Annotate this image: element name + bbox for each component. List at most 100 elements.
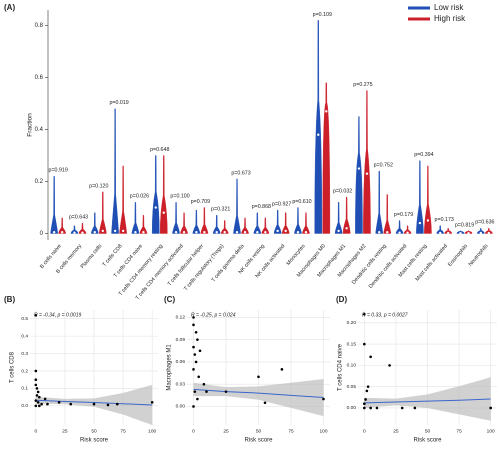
point [40,402,43,406]
point [322,397,325,401]
violin [322,82,331,234]
violin [477,228,485,234]
x-tick-label: 75 [288,428,294,434]
violin [253,212,262,234]
y-tick-label: 0.2 [21,368,28,374]
violin [403,225,412,234]
x-tick-label: 25 [223,428,229,434]
y-tick-label: 0 [40,231,44,237]
median-dot [134,231,137,234]
median-dot [459,232,462,235]
p-value-label: p=0.173 [435,217,454,223]
violin [302,212,310,234]
median-dot [264,231,267,234]
violin [111,108,119,234]
y-tick-label: 0.05 [347,384,357,390]
x-tick-label: 50 [256,428,262,434]
violin [172,202,180,234]
point [280,368,284,371]
median-dot [174,231,178,234]
p-value-label: p=0.321 [211,207,230,213]
confidence-band [364,377,491,421]
median-dot [154,206,157,209]
median-dot [378,231,381,234]
y-axis-label: T cells CD4 naive [338,343,344,391]
point [192,405,195,408]
median-dot [406,231,409,234]
y-axis-label: T cells CD8 [10,351,16,383]
fit-line [193,388,324,399]
p-value-label: p=0.026 [130,194,149,200]
p-value-label: p=0.673 [231,170,250,176]
median-dot [357,167,361,170]
point [400,406,404,410]
median-dot [284,229,287,233]
p-value-label: p=0.709 [191,199,210,205]
x-tick-label: 25 [393,428,399,434]
p-value-label: p=0.752 [374,163,393,169]
point [365,389,369,393]
point [194,330,198,334]
y-tick-label: 0.20 [347,320,357,326]
fit-line [35,399,153,406]
x-axis-label: Risk score [413,438,442,444]
p-value-label: p=0.636 [475,220,494,226]
median-dot [215,231,218,234]
point [106,403,110,407]
violin [78,222,87,234]
point [35,394,39,397]
point [369,355,372,359]
violin [212,215,221,234]
x-tick-label: 75 [456,428,462,434]
violin [444,228,453,234]
median-dot [121,229,125,233]
violin [58,217,66,234]
median-dot [487,231,491,235]
y-tick-label: 0.8 [35,23,44,29]
stats-annotation: R = -0.34, p = 0.0019 [34,312,81,318]
median-dot [426,219,430,222]
x-tick-label: 0 [192,428,195,434]
x-tick-label: 75 [120,428,126,434]
p-value-label: p=0.643 [69,215,88,221]
violin [424,165,432,234]
point [34,378,38,381]
violin [98,191,107,234]
p-value-label: p=0.275 [353,82,372,88]
violin [241,217,249,234]
point [489,406,492,410]
point [369,406,372,410]
y-axis-label: Macrophages M1 [167,344,173,391]
violin [90,212,99,234]
violin [273,209,282,234]
median-dot [73,231,76,234]
median-dot [81,231,84,234]
legend-label: Low risk [434,3,464,12]
point [363,342,366,346]
violin [192,209,201,234]
stats-annotation: R = 0.33, p = 0.0027 [362,312,408,318]
violin [151,155,160,234]
median-dot [304,231,308,234]
median-dot [365,172,369,175]
y-tick-label: 0.1 [21,386,28,392]
point [34,404,38,408]
point [202,382,206,386]
x-tick-label: 0 [34,428,37,434]
point [34,399,38,402]
y-tick-label: 0.2 [35,179,44,185]
x-tick-label: 0 [363,428,366,434]
p-value-label: p=0.610 [292,199,311,205]
violin [416,160,424,234]
plot-area [192,316,325,417]
median-dot [52,231,56,234]
point [205,390,208,393]
category-label: T cells regulatory (Tregs) [183,243,225,292]
point [388,364,391,367]
violin [294,207,302,234]
median-dot [447,231,450,235]
point [224,390,228,393]
median-dot [418,221,422,225]
violin [436,225,445,234]
